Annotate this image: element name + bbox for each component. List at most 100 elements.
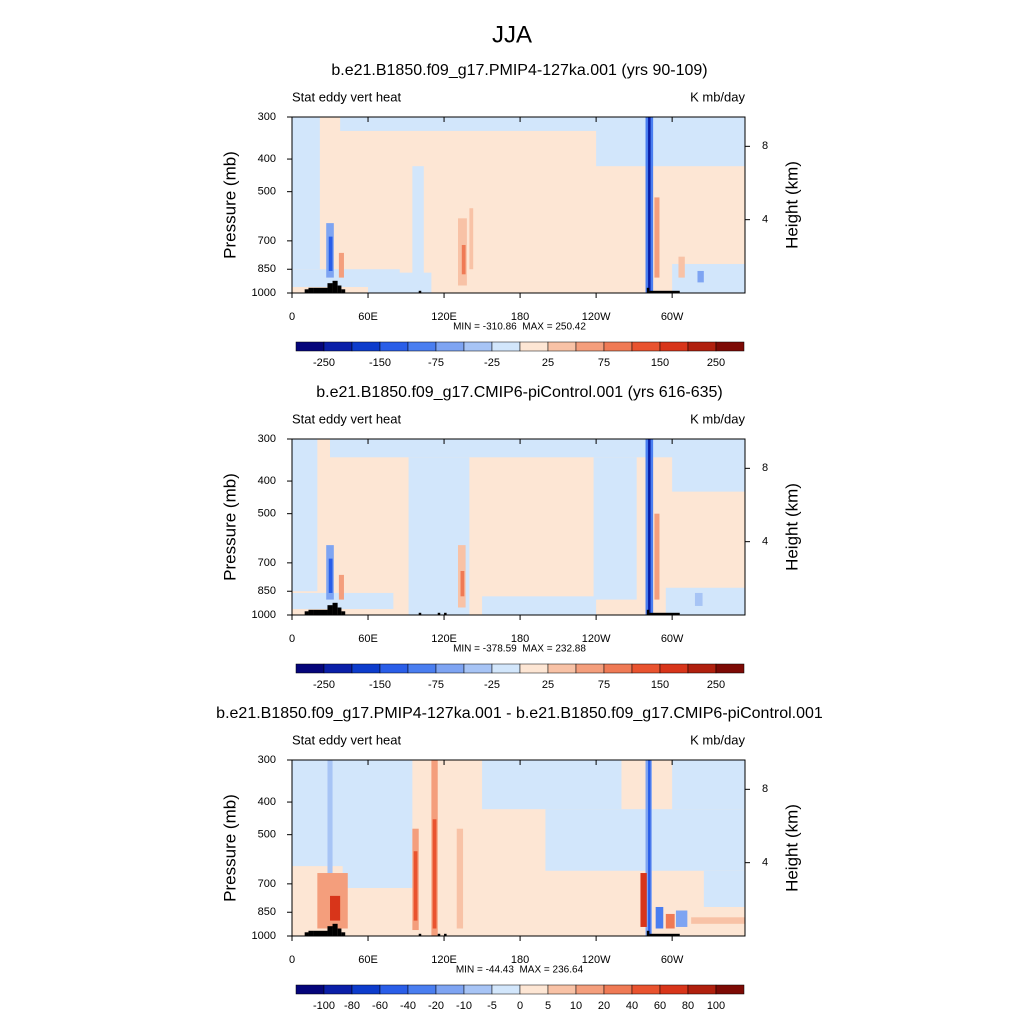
contour-region	[292, 117, 320, 270]
contour-region	[654, 197, 660, 278]
contour-region	[672, 760, 745, 810]
contour-region	[665, 913, 675, 929]
contour-region	[482, 760, 622, 810]
colorbar-label: 75	[598, 357, 610, 369]
figure-title: JJA	[492, 21, 532, 48]
y-tick-label: 500	[258, 508, 276, 520]
colorbar-label: -5	[487, 1000, 497, 1012]
colorbar-label: 25	[542, 679, 554, 691]
colorbar-box	[491, 984, 521, 995]
topography	[304, 611, 309, 615]
colorbar-box	[631, 663, 661, 674]
y-tick-label: 1000	[252, 609, 276, 621]
contour-region	[328, 236, 333, 271]
colorbar-box	[659, 341, 689, 352]
contour-region	[655, 906, 664, 929]
colorbar-box	[351, 984, 381, 995]
topography	[337, 285, 342, 293]
colorbar-box	[323, 341, 353, 352]
contour-region	[342, 760, 413, 888]
contour-region	[694, 592, 703, 606]
colorbar-box	[575, 341, 605, 352]
colorbar-box	[687, 984, 717, 995]
panel-title: b.e21.B1850.f09_g17.PMIP4-127ka.001 (yrs…	[331, 62, 707, 79]
y-tick-label: 700	[258, 557, 276, 569]
contour-region	[338, 252, 344, 278]
x-tick-label: 120W	[582, 311, 611, 323]
topography	[304, 932, 309, 936]
colorbar-box	[435, 341, 465, 352]
x-tick-label: 120E	[431, 311, 457, 323]
y2-tick-label: 8	[762, 140, 768, 152]
y2-axis-label: Height (km)	[782, 483, 801, 571]
colorbar-box	[659, 984, 689, 995]
topography	[313, 609, 328, 615]
contour-region	[648, 439, 651, 615]
plot-frame	[291, 116, 746, 294]
contour-region	[412, 166, 424, 293]
colorbar-box	[379, 663, 409, 674]
colorbar-box	[407, 984, 437, 995]
panel: b.e21.B1850.f09_g17.CMIP6-piControl.001 …	[220, 384, 801, 691]
topography	[418, 612, 422, 615]
colorbar-box	[547, 984, 577, 995]
colorbar-box	[547, 663, 577, 674]
contour-region	[482, 596, 597, 615]
colorbar-label: -250	[313, 357, 335, 369]
colorbar-box	[407, 341, 437, 352]
colorbar-label: -25	[484, 357, 500, 369]
y2-axis-label: Height (km)	[782, 804, 801, 892]
contour-region	[330, 439, 745, 458]
y-tick-label: 400	[258, 475, 276, 487]
colorbar-box	[295, 341, 325, 352]
contour-region	[665, 587, 745, 615]
colorbar-box	[295, 984, 325, 995]
contour-region	[292, 592, 394, 610]
topography	[444, 612, 447, 615]
colorbar-label: -75	[428, 679, 444, 691]
x-tick-label: 180	[511, 633, 529, 645]
y-tick-label: 1000	[252, 287, 276, 299]
right-label: K mb/day	[690, 89, 745, 104]
x-tick-label: 60E	[358, 633, 378, 645]
colorbar-box	[379, 984, 409, 995]
contour-region	[675, 910, 688, 927]
contour-region	[327, 760, 333, 936]
colorbar-box	[715, 984, 745, 995]
topography	[327, 605, 333, 615]
x-tick-label: 120E	[431, 633, 457, 645]
colorbar-box	[463, 341, 493, 352]
contour-region	[469, 208, 474, 270]
colorbar-box	[323, 663, 353, 674]
topography	[313, 930, 328, 936]
topography	[646, 930, 650, 936]
colorbar-box	[323, 984, 353, 995]
topography	[341, 289, 346, 293]
topography	[327, 283, 333, 293]
right-label: K mb/day	[690, 732, 745, 747]
y-tick-label: 850	[258, 906, 276, 918]
y-axis-label: Pressure (mb)	[220, 151, 239, 259]
panel-title: b.e21.B1850.f09_g17.PMIP4-127ka.001 - b.…	[216, 705, 823, 722]
contour-region	[330, 895, 341, 921]
colorbar-label: 20	[598, 1000, 610, 1012]
colorbar-box	[351, 341, 381, 352]
colorbar-box	[659, 663, 689, 674]
colorbar-label: 100	[707, 1000, 725, 1012]
colorbar-label: -100	[313, 1000, 335, 1012]
stats: MIN = -378.59 MAX = 232.88	[453, 644, 586, 655]
colorbar-box	[715, 663, 745, 674]
topography	[444, 933, 447, 936]
x-tick-label: 0	[289, 311, 295, 323]
contour-region	[640, 873, 647, 927]
colorbar-box	[575, 663, 605, 674]
y-tick-label: 300	[258, 754, 276, 766]
contour-region	[461, 244, 466, 275]
colorbar-box	[351, 663, 381, 674]
colorbar-label: 40	[626, 1000, 638, 1012]
contour-region	[460, 570, 465, 597]
colorbar-box	[463, 663, 493, 674]
colorbar-box	[295, 663, 325, 674]
colorbar-label: -40	[400, 1000, 416, 1012]
